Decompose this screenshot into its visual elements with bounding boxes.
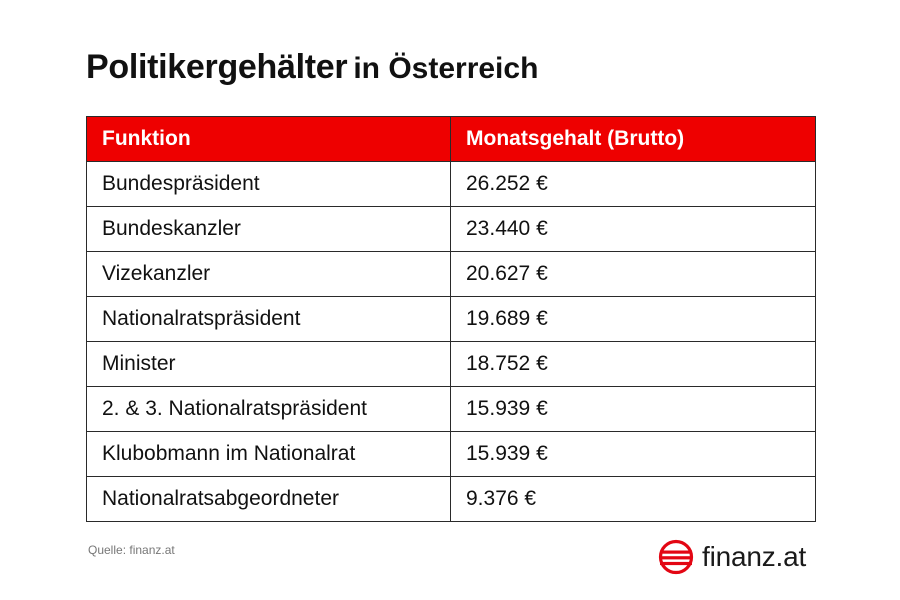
cell-gehalt: 18.752 € bbox=[450, 341, 816, 387]
table-row: Vizekanzler 20.627 € bbox=[86, 251, 816, 297]
cell-funktion: Nationalratspräsident bbox=[86, 296, 451, 342]
salary-table: Funktion Monatsgehalt (Brutto) Bundesprä… bbox=[86, 116, 816, 522]
cell-funktion: Bundespräsident bbox=[86, 161, 451, 207]
cell-gehalt: 15.939 € bbox=[450, 431, 816, 477]
table-row: Bundespräsident 26.252 € bbox=[86, 161, 816, 207]
table-row: Nationalratspräsident 19.689 € bbox=[86, 296, 816, 342]
table-row: Nationalratsabgeordneter 9.376 € bbox=[86, 476, 816, 522]
cell-gehalt: 26.252 € bbox=[450, 161, 816, 207]
column-header-monatsgehalt: Monatsgehalt (Brutto) bbox=[450, 116, 816, 162]
cell-gehalt: 19.689 € bbox=[450, 296, 816, 342]
source-note: Quelle: finanz.at bbox=[88, 543, 175, 557]
cell-gehalt: 23.440 € bbox=[450, 206, 816, 252]
cell-gehalt: 15.939 € bbox=[450, 386, 816, 432]
table-row: Minister 18.752 € bbox=[86, 341, 816, 387]
table-row: Klubobmann im Nationalrat 15.939 € bbox=[86, 431, 816, 477]
cell-funktion: Klubobmann im Nationalrat bbox=[86, 431, 451, 477]
logo-text: finanz.at bbox=[702, 541, 807, 572]
cell-gehalt: 9.376 € bbox=[450, 476, 816, 522]
finanz-logo: finanz.at bbox=[657, 537, 806, 577]
title-main: Politikergehälter bbox=[86, 48, 348, 86]
table-row: 2. & 3. Nationalratspräsident 15.939 € bbox=[86, 386, 816, 432]
finanz-logo-icon bbox=[658, 539, 694, 575]
column-header-funktion: Funktion bbox=[86, 116, 451, 162]
cell-funktion: Vizekanzler bbox=[86, 251, 451, 297]
title-sub: in Österreich bbox=[353, 52, 539, 85]
cell-funktion: Bundeskanzler bbox=[86, 206, 451, 252]
cell-gehalt: 20.627 € bbox=[450, 251, 816, 297]
page-title: Politikergehälter in Österreich bbox=[86, 50, 538, 84]
cell-funktion: Nationalratsabgeordneter bbox=[86, 476, 451, 522]
cell-funktion: 2. & 3. Nationalratspräsident bbox=[86, 386, 451, 432]
table-header-row: Funktion Monatsgehalt (Brutto) bbox=[86, 116, 816, 162]
table-row: Bundeskanzler 23.440 € bbox=[86, 206, 816, 252]
cell-funktion: Minister bbox=[86, 341, 451, 387]
